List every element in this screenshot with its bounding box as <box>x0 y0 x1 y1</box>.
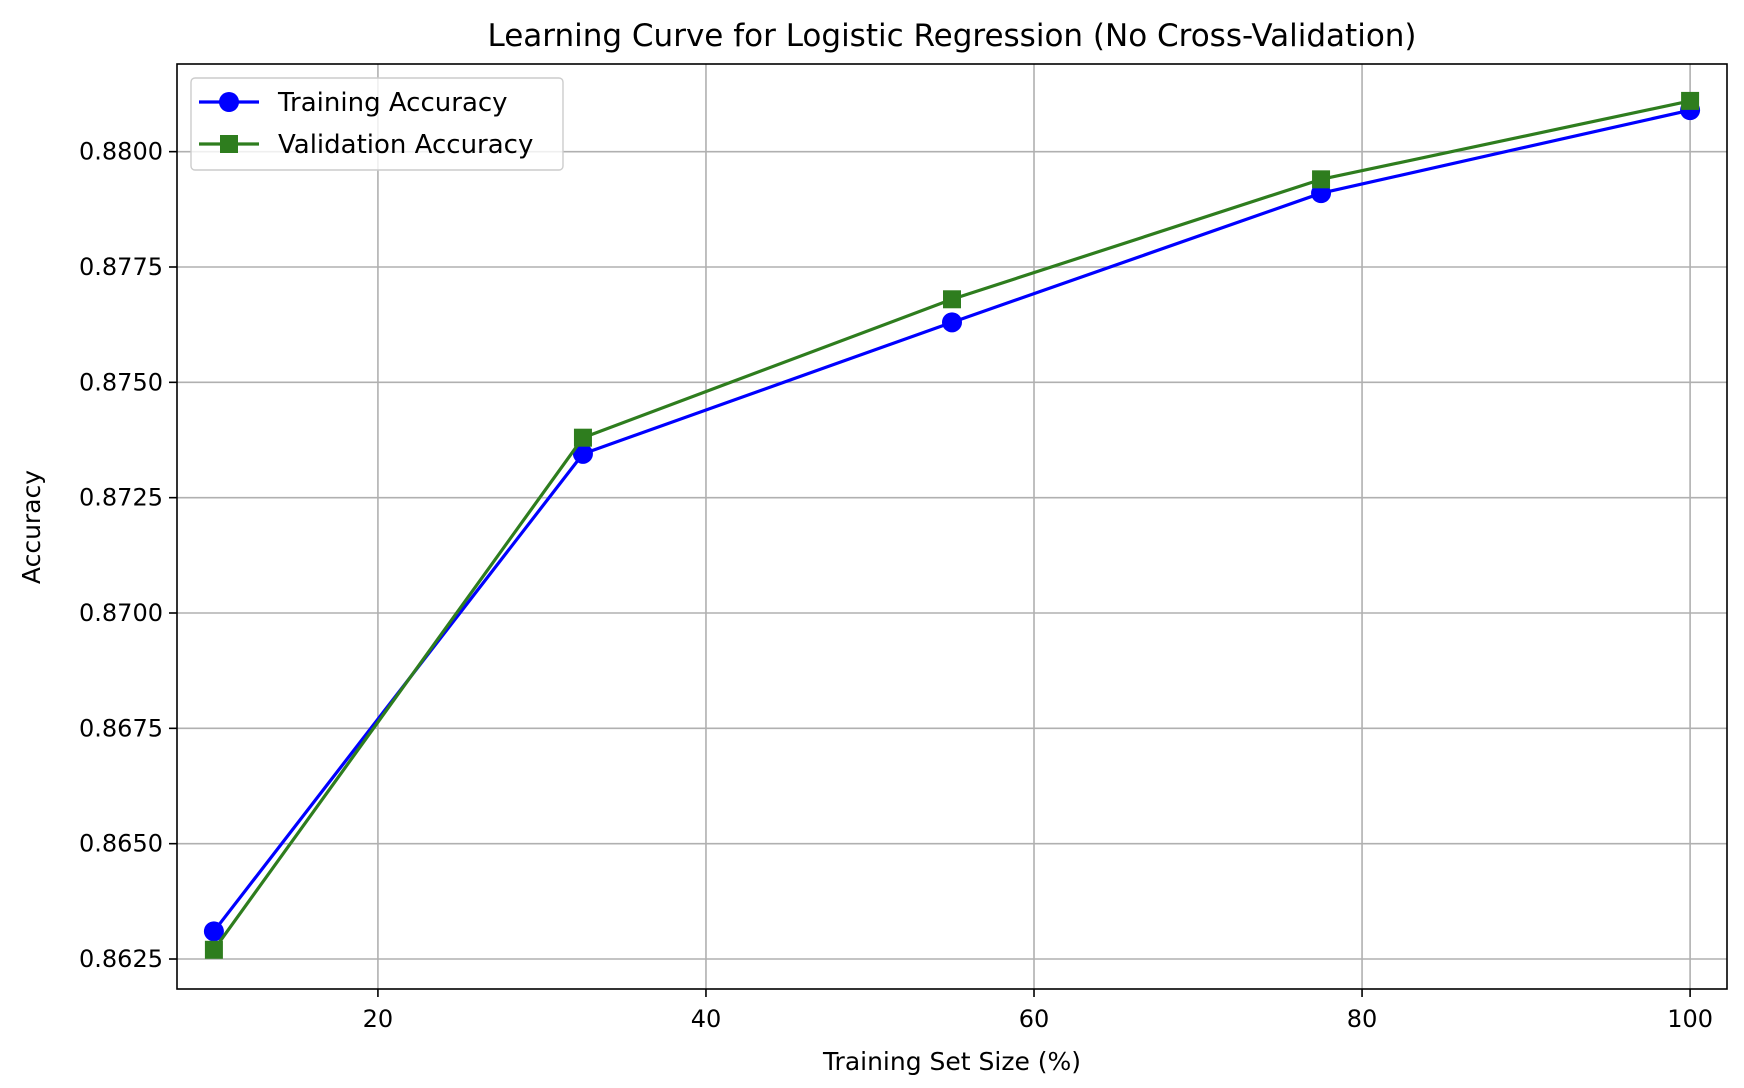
data-point <box>204 940 223 959</box>
data-point <box>203 921 224 942</box>
data-point <box>573 428 592 447</box>
x-axis-label: Training Set Size (%) <box>822 1047 1081 1076</box>
data-point <box>942 312 962 333</box>
grid <box>177 64 1727 989</box>
data-point <box>1312 170 1331 189</box>
chart-title: Learning Curve for Logistic Regression (… <box>487 18 1416 54</box>
series-validation <box>204 91 1700 959</box>
y-tick-label: 0.8650 <box>79 830 163 858</box>
plot-area-frame <box>176 63 1728 990</box>
x-tick-label: 40 <box>691 1005 722 1033</box>
legend-marker <box>219 92 239 112</box>
x-tick-label: 60 <box>1019 1005 1050 1033</box>
data-point <box>943 290 961 309</box>
y-tick-label: 0.8775 <box>79 253 163 281</box>
data-point <box>1681 91 1700 110</box>
x-tick-label: 20 <box>363 1005 394 1033</box>
y-tick-label: 0.8625 <box>79 945 163 973</box>
y-tick-label: 0.8675 <box>79 714 163 742</box>
legend-box <box>190 77 564 171</box>
y-tick-label: 0.8750 <box>79 368 163 396</box>
legend-marker <box>220 135 238 153</box>
x-tick-label: 80 <box>1347 1005 1378 1033</box>
legend-item: Training Accuracy <box>199 88 508 118</box>
legend: Training Accuracy Validation Accuracy <box>190 77 564 171</box>
x-axis-ticks: 20 40 60 80 100 <box>363 989 1713 1033</box>
series-layer <box>203 91 1701 959</box>
y-tick-label: 0.8725 <box>79 484 163 512</box>
legend-item: Validation Accuracy <box>199 130 533 160</box>
legend-label: Validation Accuracy <box>278 130 533 160</box>
y-tick-label: 0.8700 <box>79 599 163 627</box>
x-tick-label: 100 <box>1667 1005 1713 1033</box>
y-axis-ticks: 0.8625 0.8650 0.8675 0.8700 0.8725 0.8750 0.87… <box>79 138 177 973</box>
data-point <box>572 443 593 464</box>
y-tick-label: 0.8800 <box>79 138 163 166</box>
y-axis-label: Accuracy <box>17 470 46 584</box>
legend-label: Training Accuracy <box>277 88 508 118</box>
